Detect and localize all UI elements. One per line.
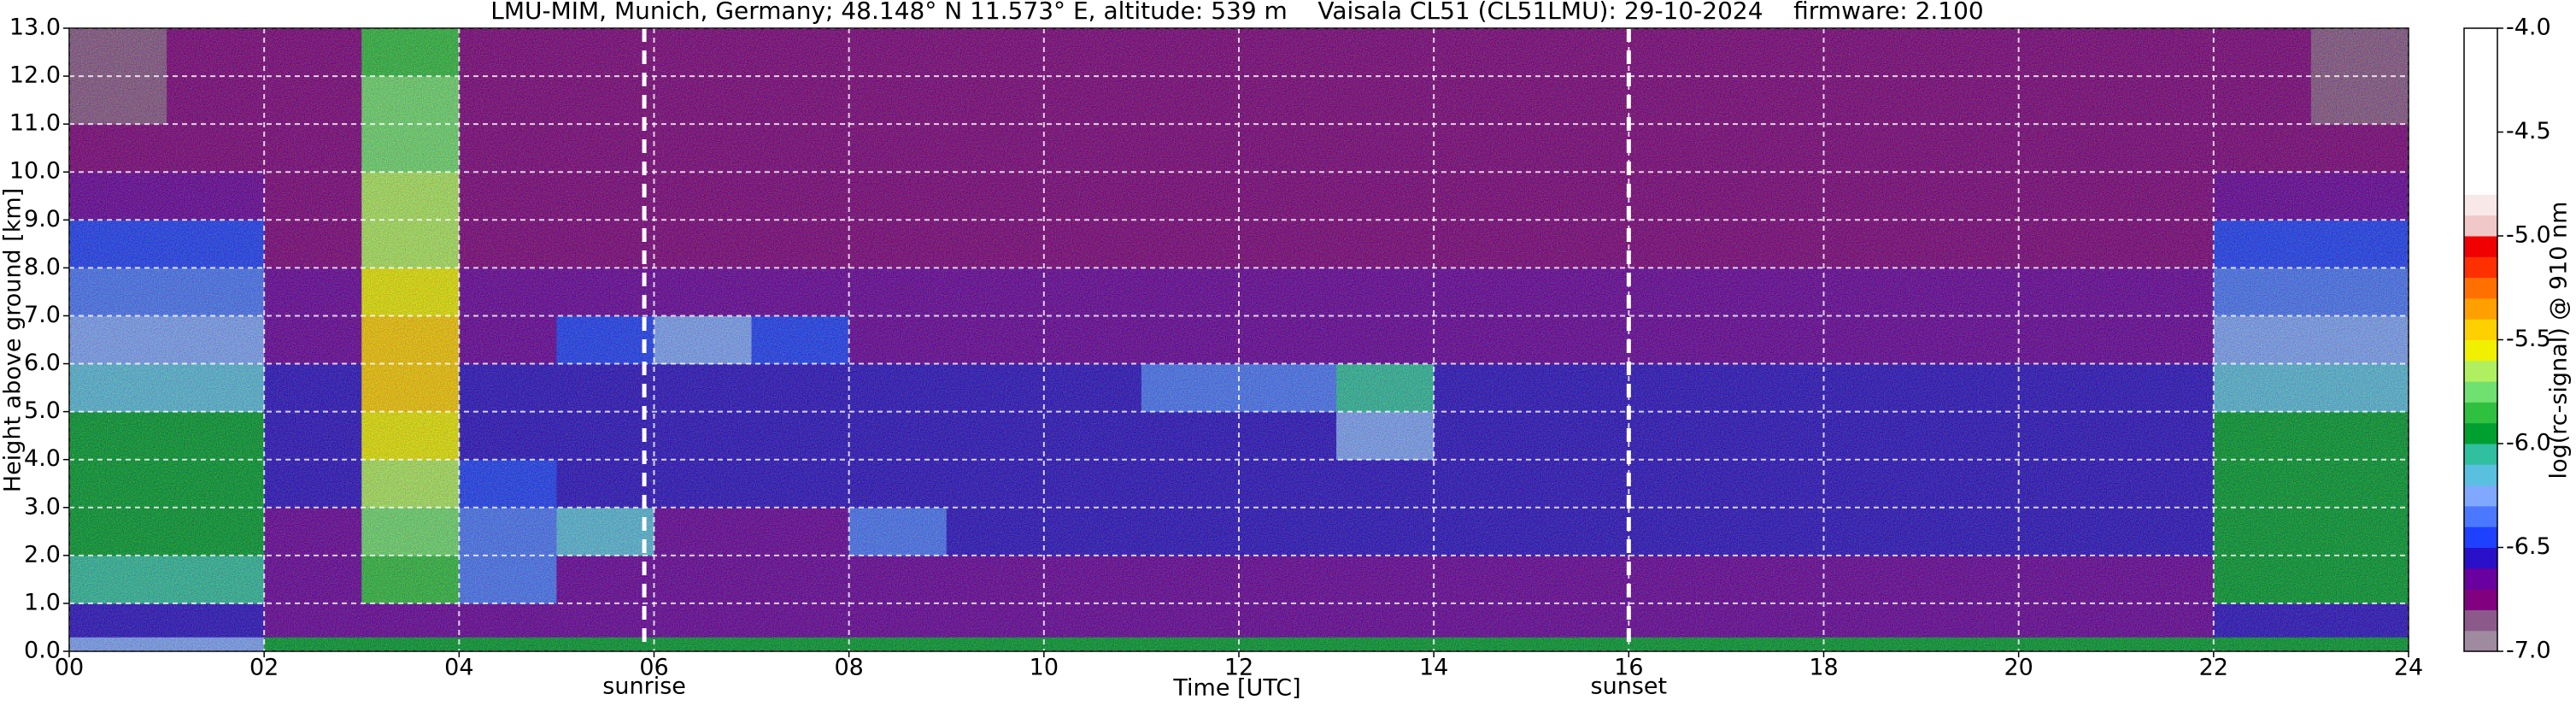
colorbar-segment <box>2464 256 2497 279</box>
colorbar-segment <box>2464 90 2497 112</box>
y-tick-label: 7.0 <box>24 302 61 328</box>
colorbar-segment <box>2464 360 2497 382</box>
plot-frame <box>68 27 2409 652</box>
x-tick-label: 16 <box>1614 655 1643 681</box>
colorbar-segment <box>2464 215 2497 237</box>
colorbar-tick-label: -6.0 <box>2506 430 2551 456</box>
x-tick-label: 22 <box>2199 655 2228 681</box>
x-tick-label: 02 <box>249 655 279 681</box>
y-tick-label: 10.0 <box>9 158 61 185</box>
colorbar-segment <box>2464 464 2497 486</box>
y-tick-label: 4.0 <box>24 445 61 472</box>
chart-title: LMU-MIM, Munich, Germany; 48.148° N 11.5… <box>490 0 1984 25</box>
colorbar-segment <box>2464 297 2497 320</box>
colorbar-tick-label: -4.0 <box>2506 15 2551 41</box>
colorbar-segment <box>2464 28 2497 50</box>
x-tick-label: 14 <box>1419 655 1448 681</box>
x-tick-label: 20 <box>2004 655 2033 681</box>
x-tick-label: 06 <box>639 655 668 681</box>
x-tick-label: 10 <box>1030 655 1059 681</box>
colorbar-segment <box>2464 568 2497 590</box>
x-tick-label: 08 <box>834 655 863 681</box>
colorbar-segment <box>2464 505 2497 527</box>
colorbar-segment <box>2464 589 2497 610</box>
annotation-label: sunrise <box>602 674 686 700</box>
colorbar-label: log(rc-signal) @ 910 nm <box>2546 202 2573 479</box>
colorbar-segment <box>2464 527 2497 548</box>
colorbar-segment <box>2464 609 2497 632</box>
y-axis-label: Height above ground [km] <box>0 188 26 492</box>
colorbar-tick-label: -5.0 <box>2506 222 2551 249</box>
x-tick-label: 24 <box>2394 655 2423 681</box>
colorbar-segment <box>2464 111 2497 132</box>
y-tick-label: 12.0 <box>9 62 61 89</box>
annotation-label: sunset <box>1591 674 1668 700</box>
x-tick-label: 18 <box>1809 655 1838 681</box>
y-tick-label: 13.0 <box>9 15 61 41</box>
colorbar-segment <box>2464 444 2497 465</box>
y-tick-label: 8.0 <box>24 254 61 280</box>
colorbar-segment <box>2464 422 2497 444</box>
colorbar-segment <box>2464 277 2497 299</box>
colorbar-segment <box>2464 132 2497 154</box>
colorbar-tick-label: -6.5 <box>2506 533 2551 560</box>
y-tick-label: 2.0 <box>24 541 61 568</box>
x-axis-label: Time [UTC] <box>1172 675 1300 702</box>
colorbar-segment <box>2464 194 2497 216</box>
colorbar-segment <box>2464 319 2497 340</box>
x-tick-label: 00 <box>55 655 84 681</box>
y-tick-label: 0.0 <box>24 638 61 664</box>
y-tick-label: 9.0 <box>24 206 61 232</box>
x-tick-label: 12 <box>1224 655 1253 681</box>
y-tick-label: 3.0 <box>24 493 61 520</box>
y-tick-label: 6.0 <box>24 350 61 376</box>
y-tick-label: 5.0 <box>24 397 61 424</box>
colorbar-segment <box>2464 402 2497 424</box>
x-tick-label: 04 <box>444 655 473 681</box>
y-tick-label: 1.0 <box>24 589 61 615</box>
colorbar-tick-label: -5.5 <box>2506 326 2551 352</box>
colorbar-segment <box>2464 49 2497 71</box>
colorbar-segment <box>2464 630 2497 652</box>
colorbar-tick-label: -7.0 <box>2506 638 2551 664</box>
colorbar-tick-label: -4.5 <box>2506 118 2551 144</box>
colorbar-segment <box>2464 381 2497 403</box>
colorbar-segment <box>2464 485 2497 507</box>
colorbar-segment <box>2464 69 2497 91</box>
y-tick-label: 11.0 <box>9 110 61 137</box>
colorbar-segment <box>2464 152 2497 174</box>
colorbar-segment <box>2464 339 2497 362</box>
colorbar-segment <box>2464 547 2497 569</box>
colorbar-segment <box>2464 174 2497 195</box>
colorbar-segment <box>2464 236 2497 257</box>
